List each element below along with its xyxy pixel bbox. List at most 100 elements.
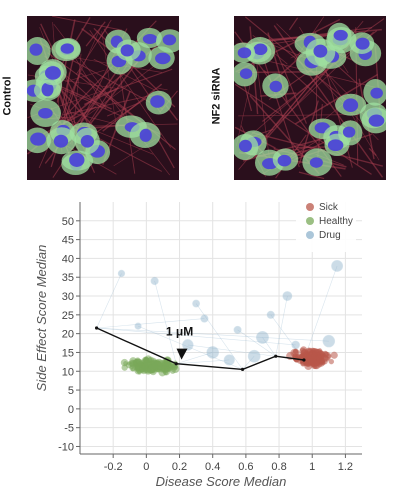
legend-label-sick: Sick: [319, 202, 339, 213]
legend-label-healthy: Healthy: [319, 216, 353, 227]
nf2-sirna-label: NF2 siRNA: [210, 67, 223, 125]
nucleus: [80, 135, 95, 148]
dose-arrow-icon: [176, 348, 188, 360]
x-tick-label: 0.6: [238, 461, 253, 473]
sick-point: [304, 361, 313, 371]
nucleus: [253, 43, 268, 56]
drug-point: [291, 340, 300, 350]
nucleus: [142, 33, 158, 45]
actin-fiber: [294, 73, 378, 125]
drug-path: [137, 325, 243, 370]
legend-label-drug: Drug: [319, 230, 341, 241]
legend-marker-sick: [306, 203, 314, 211]
nucleus: [120, 44, 134, 57]
nucleus: [368, 114, 385, 127]
sick-point: [322, 359, 328, 365]
scatter-chart: -10 -5 0 5 10 15 20 25 30 35 40 45 50 -0.2 0 0.2 0.4 0.6 0…: [34, 198, 362, 489]
nucleus: [53, 134, 69, 148]
drug-path: [242, 356, 255, 370]
drug-path: [154, 280, 177, 364]
drug-point: [117, 269, 126, 278]
drug-trajectory-lines: [96, 265, 338, 370]
drug-point: [282, 291, 293, 301]
drug-path: [195, 303, 243, 370]
nucleus: [238, 139, 252, 153]
x-tick-label: 0: [143, 461, 149, 473]
drug-point: [200, 314, 209, 323]
actin-fiber: [271, 40, 307, 124]
sick-point: [300, 349, 309, 358]
nucleus: [237, 47, 252, 59]
drug-path: [237, 329, 276, 357]
healthy-point: [151, 362, 159, 370]
dose-annotation: 1 μM: [166, 325, 193, 339]
y-tick-label: -10: [58, 441, 74, 453]
actin-fiber: [281, 63, 329, 106]
drug-path: [96, 327, 329, 342]
actin-fiber: [158, 88, 168, 91]
y-tick-label: 45: [62, 235, 74, 247]
nucleus: [333, 29, 348, 41]
healthy-point: [137, 360, 144, 366]
x-tick-label: 1.2: [338, 461, 353, 473]
healthy-point: [141, 364, 148, 371]
nucleus: [69, 153, 85, 167]
actin-fiber: [298, 171, 325, 180]
healthy-point: [145, 358, 151, 364]
actin-fiber: [93, 58, 155, 91]
actin-fiber: [73, 55, 107, 110]
actin-fiber: [243, 84, 253, 112]
trajectory-point: [274, 354, 278, 358]
y-tick-label: 50: [62, 216, 74, 228]
healthy-point: [173, 365, 178, 370]
trajectory-point: [94, 326, 99, 330]
trajectory-point: [240, 367, 245, 371]
actin-fiber: [96, 24, 110, 42]
nucleus: [155, 52, 171, 65]
nucleus: [162, 34, 177, 46]
drug-path: [176, 352, 213, 365]
x-tick-label: -0.2: [104, 461, 123, 473]
y-tick-label: 20: [62, 329, 74, 341]
nucleus: [150, 95, 165, 108]
nucleus: [44, 66, 61, 80]
nucleus: [29, 43, 43, 56]
nucleus: [60, 43, 74, 54]
drug-path: [275, 295, 288, 357]
actin-fiber: [273, 25, 384, 178]
y-tick-label: 35: [62, 272, 74, 284]
micrograph-image: [20, 15, 184, 180]
drug-path: [96, 273, 122, 329]
drug-point: [206, 346, 220, 359]
nucleus: [30, 132, 47, 146]
grid: [80, 202, 362, 454]
healthy-point: [129, 360, 138, 368]
y-tick-label: 30: [62, 291, 74, 303]
healthy-point: [164, 366, 170, 371]
nucleus: [139, 128, 152, 142]
micrograph-image: [230, 16, 391, 180]
healthy-point: [137, 370, 142, 375]
y-tick-label: -5: [64, 423, 74, 435]
actin-fiber: [86, 59, 140, 129]
x-tick-label: 0.8: [271, 461, 286, 473]
y-tick-label: 5: [68, 385, 74, 397]
actin-fiber: [93, 68, 173, 98]
sick-point: [312, 350, 318, 357]
actin-fiber: [368, 147, 377, 156]
drug-point: [256, 330, 269, 344]
sick-point: [328, 358, 335, 365]
sick-point: [313, 360, 320, 367]
sick-point: [317, 350, 326, 359]
control-label: Control: [1, 76, 14, 116]
drug-path: [303, 265, 338, 361]
actin-fiber: [234, 83, 372, 175]
actin-fiber: [266, 60, 381, 89]
nucleus: [327, 139, 344, 152]
x-tick-label: 0.2: [172, 461, 187, 473]
y-tick-label: 40: [62, 253, 74, 265]
actin-fiber: [101, 31, 117, 125]
nf2-sirna-micrograph: [230, 16, 391, 180]
nucleus: [41, 82, 54, 97]
nucleus: [239, 68, 253, 79]
